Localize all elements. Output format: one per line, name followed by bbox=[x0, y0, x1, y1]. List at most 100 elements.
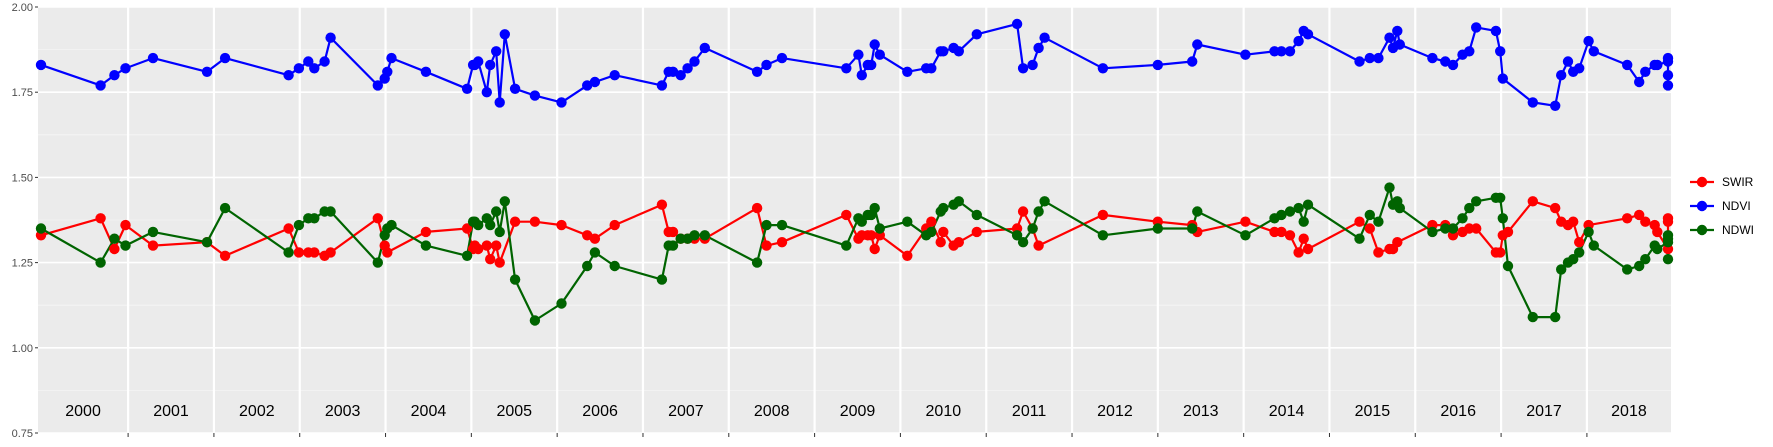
data-point-ndvi bbox=[1364, 52, 1376, 64]
year-label: 2012 bbox=[1097, 403, 1133, 420]
data-point-ndwi bbox=[461, 250, 473, 261]
data-point-swir bbox=[461, 223, 473, 234]
data-point-ndwi bbox=[874, 223, 885, 234]
data-point-ndwi bbox=[386, 219, 397, 231]
data-point-swir bbox=[869, 243, 880, 255]
data-point-ndwi bbox=[1394, 202, 1406, 214]
data-point-ndwi bbox=[1662, 230, 1674, 241]
data-point-swir bbox=[609, 219, 620, 231]
data-point-ndwi bbox=[589, 247, 601, 258]
data-point-ndvi bbox=[776, 52, 788, 64]
data-point-ndvi bbox=[499, 29, 510, 40]
data-point-ndvi bbox=[656, 80, 668, 91]
data-point-ndvi bbox=[529, 90, 541, 101]
data-point-ndwi bbox=[926, 226, 937, 238]
data-point-ndvi bbox=[1662, 80, 1674, 91]
year-label: 2007 bbox=[668, 403, 704, 420]
data-point-ndvi bbox=[1550, 100, 1561, 112]
data-point-ndvi bbox=[926, 63, 937, 74]
data-point-ndwi bbox=[1495, 192, 1506, 203]
data-point-ndvi bbox=[841, 63, 852, 74]
y-tick-label: 1.25 bbox=[12, 258, 33, 270]
data-point-ndvi bbox=[109, 70, 120, 81]
data-point-ndvi bbox=[1192, 39, 1203, 50]
data-point-swir bbox=[938, 226, 949, 238]
data-point-ndwi bbox=[219, 202, 231, 214]
data-point-ndvi bbox=[1302, 29, 1314, 40]
data-point-ndwi bbox=[109, 233, 120, 244]
data-point-ndwi bbox=[491, 206, 502, 217]
data-point-ndwi bbox=[1039, 196, 1050, 207]
data-point-ndvi bbox=[420, 66, 432, 78]
data-point-ndvi bbox=[1662, 70, 1674, 81]
legend-item-ndwi: NDWI bbox=[1690, 223, 1754, 237]
data-point-swir bbox=[382, 247, 393, 258]
data-point-ndvi bbox=[761, 59, 772, 71]
data-point-ndvi bbox=[293, 63, 305, 74]
year-label: 2014 bbox=[1269, 403, 1305, 420]
data-point-ndvi bbox=[1373, 52, 1384, 64]
data-point-ndwi bbox=[485, 219, 496, 231]
legend-item-ndvi: NDVI bbox=[1690, 199, 1751, 213]
data-point-ndvi bbox=[1284, 46, 1296, 57]
data-point-ndvi bbox=[1447, 59, 1459, 71]
data-point-ndvi bbox=[1240, 49, 1251, 60]
data-point-ndwi bbox=[1298, 216, 1309, 227]
data-point-ndvi bbox=[1652, 59, 1663, 71]
data-point-ndvi bbox=[1027, 59, 1038, 71]
data-point-swir bbox=[1640, 216, 1651, 227]
data-point-swir bbox=[776, 237, 788, 248]
data-point-ndwi bbox=[953, 196, 964, 207]
data-point-ndwi bbox=[667, 240, 679, 251]
data-point-swir bbox=[1574, 237, 1585, 248]
legend: SWIR NDVI NDWI bbox=[1690, 175, 1754, 237]
data-point-ndwi bbox=[1187, 223, 1198, 234]
data-point-ndvi bbox=[1490, 25, 1502, 37]
data-point-ndwi bbox=[1588, 240, 1600, 251]
year-label: 2009 bbox=[840, 403, 876, 420]
data-point-ndvi bbox=[1354, 56, 1365, 67]
data-point-ndvi bbox=[1495, 46, 1506, 57]
data-point-ndwi bbox=[325, 206, 336, 217]
y-tick-label: 1.50 bbox=[12, 172, 33, 184]
data-point-ndwi bbox=[1276, 209, 1287, 221]
data-point-ndwi bbox=[1550, 311, 1561, 323]
data-point-ndwi bbox=[1662, 254, 1674, 265]
legend-key-point bbox=[1696, 200, 1708, 212]
data-point-ndvi bbox=[1527, 97, 1539, 108]
year-label: 2002 bbox=[239, 403, 275, 420]
data-point-swir bbox=[1662, 216, 1674, 227]
data-point-ndvi bbox=[219, 52, 231, 64]
data-point-ndvi bbox=[699, 42, 710, 54]
data-point-swir bbox=[147, 240, 159, 251]
data-point-swir bbox=[120, 219, 131, 231]
data-point-ndvi bbox=[481, 87, 492, 98]
data-point-ndvi bbox=[675, 70, 686, 81]
data-point-ndvi bbox=[1293, 35, 1304, 47]
year-label: 2000 bbox=[65, 403, 101, 420]
data-point-ndvi bbox=[902, 66, 913, 78]
data-point-ndvi bbox=[971, 29, 982, 40]
data-point-ndvi bbox=[1384, 32, 1395, 43]
legend-key-point bbox=[1696, 224, 1708, 236]
year-label: 2008 bbox=[754, 403, 790, 420]
data-point-ndwi bbox=[1574, 247, 1585, 258]
data-point-ndwi bbox=[699, 230, 710, 241]
data-point-ndwi bbox=[120, 240, 131, 251]
data-point-ndwi bbox=[1293, 202, 1304, 214]
data-point-ndwi bbox=[499, 196, 510, 207]
legend-label: NDVI bbox=[1722, 199, 1751, 213]
data-point-ndvi bbox=[1033, 42, 1044, 54]
data-point-ndwi bbox=[1427, 226, 1438, 238]
data-point-swir bbox=[109, 243, 120, 255]
data-point-swir bbox=[667, 226, 679, 238]
data-point-swir bbox=[1276, 226, 1287, 238]
data-point-swir bbox=[902, 250, 913, 261]
data-point-ndvi bbox=[386, 52, 397, 64]
data-point-ndvi bbox=[494, 97, 505, 108]
data-point-ndwi bbox=[283, 247, 294, 258]
year-label: 2004 bbox=[411, 403, 447, 420]
data-point-ndvi bbox=[1583, 35, 1594, 47]
data-point-ndvi bbox=[485, 59, 496, 71]
